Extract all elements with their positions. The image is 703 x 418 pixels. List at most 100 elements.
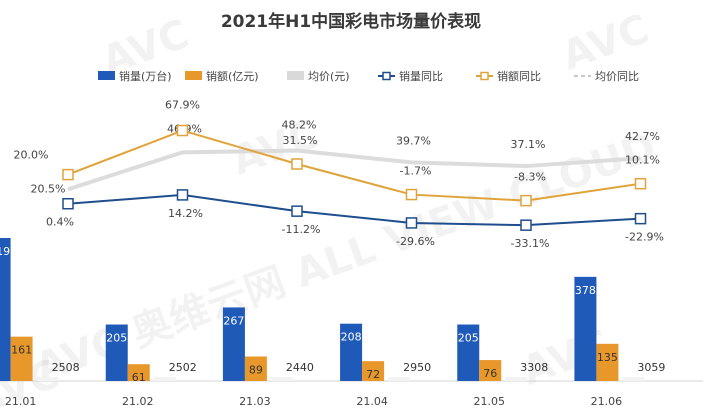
line-point [291,205,303,217]
line-label: -11.2% [282,223,321,236]
bar-sales-volume [457,324,480,381]
bar-sales-amount [596,343,619,381]
bar-label: 89 [249,363,263,376]
legend-label: 销量同比 [399,69,443,83]
legend-swatch [185,71,202,80]
legend-label: 销额(亿元) [206,69,259,83]
line-label: 67.9% [165,99,200,112]
line-series [67,193,641,227]
line-label: -8.3% [514,171,546,184]
bar-label: 72 [366,368,380,381]
line-point [176,124,189,137]
line-label: 39.7% [396,134,431,147]
bar-sales-volume [574,276,597,381]
line-label: 20.0% [14,149,49,162]
legend-marker [480,71,489,81]
line-point [405,217,418,229]
line-point [405,188,418,201]
bar-label: 161 [11,344,32,357]
bar-sales-amount [127,364,150,381]
line-label: 42.7% [625,130,660,143]
bar-average-price [505,377,528,381]
legend-label: 销量(万台) [119,69,172,83]
legend-label: 均价(元) [308,70,350,83]
bar-average-price [270,377,293,381]
legend-item: 均价同比 [574,70,639,83]
line-label: -22.9% [625,231,664,244]
bar-label: 2440 [286,361,314,374]
bar-sales-volume [340,323,363,381]
bar-label: 76 [483,367,497,380]
x-tick-label: 21.05 [474,395,506,408]
legend-swatch [98,71,115,80]
x-tick-label: 21.03 [239,395,271,408]
line-label: -33.1% [511,237,550,250]
bar-sales-volume [0,238,11,381]
legend-item: 销量同比 [378,69,443,83]
line-label: 0.4% [46,216,74,229]
legend-item: 销额(亿元) [185,69,259,83]
x-tick-label: 21.04 [356,395,388,408]
chart-title: 2021年H1中国彩电市场量价表现 [221,11,481,32]
line-point [291,158,303,170]
bars: 519 161 2508 205 61 2502 267 89 2440 208 72 2950 205… [0,238,665,384]
line-point [62,197,74,210]
line-label: 10.1% [625,154,660,167]
bar-label: 3308 [520,361,548,374]
bar-label: 267 [223,314,244,327]
bar-average-price [622,377,645,381]
x-axis-ticks: 21.01 21.02 21.03 21.04 21.05 21.06 [5,395,622,408]
bar-sales-amount [10,336,33,381]
line-point [634,212,647,225]
bar-label: 2502 [169,361,197,374]
lines: 20.5%46.9%48.2%39.7%37.1%42.7%20.0%67.9%… [14,99,664,251]
line-label: -1.7% [400,165,432,178]
line-point [62,168,74,181]
bar-label: 2508 [52,361,80,374]
bar-average-price [153,377,176,381]
legend-item: 销额同比 [476,69,541,83]
bar-average-price [36,377,59,381]
line-label: -29.6% [396,235,435,248]
line-label: 37.1% [511,138,546,151]
line-label: 31.5% [283,134,318,147]
line-label: 14.2% [168,207,203,220]
line-point [520,219,532,231]
bar-sales-volume [105,324,128,381]
bar-label: 205 [458,332,479,345]
legend-label: 销额同比 [497,69,541,83]
x-tick-label: 21.06 [591,395,623,408]
bar-label: 3059 [637,361,665,374]
line-label: 48.2% [282,119,317,132]
bar-label: 2950 [403,361,431,374]
line-series [67,129,641,202]
legend-item: 均价(元) [287,70,350,83]
bar-sales-amount [362,361,385,381]
bar-label: 208 [341,331,362,344]
legend: 销量(万台) 销额(亿元) 均价(元) 销量同比 销额同比 均价同比 [98,69,639,83]
line-point [520,194,532,207]
bar-label: 205 [106,332,127,345]
bar-average-price [388,377,411,381]
bar-label: 378 [575,284,596,297]
bar-sales-amount [479,360,502,381]
line-point [634,177,647,190]
line-series [67,148,641,192]
bar-sales-volume [222,307,245,381]
line-point [176,189,189,201]
bar-sales-amount [244,356,267,381]
legend-swatch [287,71,304,80]
line-label: 20.5% [31,182,66,195]
bar-label: 519 [0,245,10,258]
x-tick-label: 21.02 [122,395,154,408]
legend-item: 销量(万台) [98,69,172,83]
x-tick-label: 21.01 [5,395,37,408]
legend-label: 均价同比 [595,70,639,83]
legend-marker [382,71,391,81]
watermark-text: AVC [556,6,655,80]
bar-label: 135 [597,351,618,364]
bar-label: 61 [132,371,146,384]
